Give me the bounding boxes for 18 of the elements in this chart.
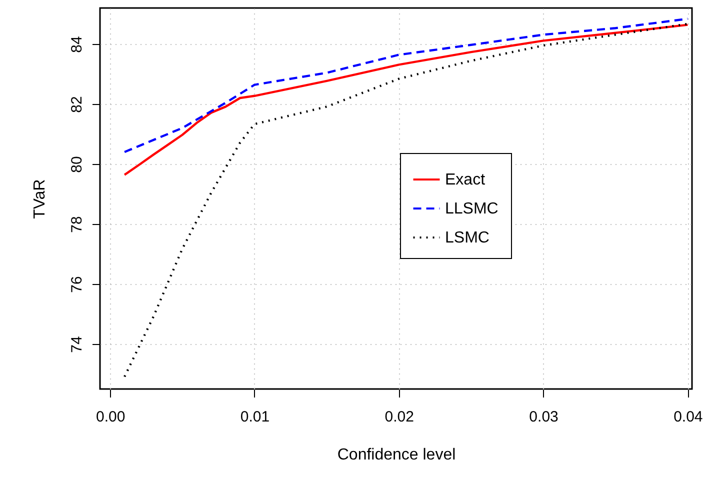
y-tick-label: 76 (68, 276, 86, 293)
line-series (123, 22, 689, 378)
legend-label: LLSMC (445, 200, 498, 218)
x-tick-label: 0.03 (529, 408, 558, 426)
x-axis-title: Confidence level (337, 446, 456, 464)
x-tick-label: 0.04 (674, 408, 703, 426)
y-tick-label: 74 (68, 336, 86, 353)
y-tick-label: 84 (68, 36, 86, 53)
x-tick-label: 0.02 (384, 408, 414, 426)
x-tick-label: 0.00 (96, 408, 126, 426)
legend-label: Exact (445, 172, 486, 188)
y-tick-label: 82 (68, 96, 86, 113)
y-axis-title: TVaR (32, 179, 48, 219)
legend-label: LSMC (445, 230, 490, 246)
y-tick-label: 80 (68, 156, 86, 173)
y-tick-label: 78 (68, 216, 86, 233)
line-series (123, 18, 689, 154)
x-tick-label: 0.01 (240, 408, 270, 426)
